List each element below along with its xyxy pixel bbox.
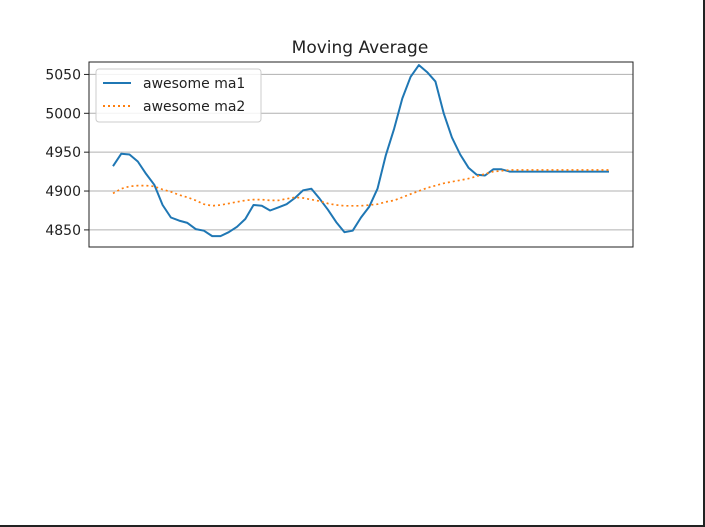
series-line-1 xyxy=(112,64,609,238)
chart-title: Moving Average xyxy=(292,38,429,58)
window-frame-right xyxy=(703,0,705,527)
legend: awesome ma1 awesome ma2 xyxy=(95,68,262,123)
window-frame-bottom xyxy=(0,525,705,527)
legend-box xyxy=(95,68,262,123)
legend-label-2: awesome ma2 xyxy=(143,99,245,115)
y-tick-label-4850: 4850 xyxy=(45,223,81,239)
y-axis-ticks: 4850 4900 4950 5000 5050 xyxy=(45,67,89,239)
series-line-2 xyxy=(112,169,609,207)
legend-label-1: awesome ma1 xyxy=(143,76,245,92)
y-tick-label-5050: 5050 xyxy=(45,67,81,83)
y-tick-label-4950: 4950 xyxy=(45,145,81,161)
series-lines xyxy=(112,64,609,238)
y-tick-label-5000: 5000 xyxy=(45,106,81,122)
plot-area-border xyxy=(88,61,634,248)
y-tick-label-4900: 4900 xyxy=(45,184,81,200)
